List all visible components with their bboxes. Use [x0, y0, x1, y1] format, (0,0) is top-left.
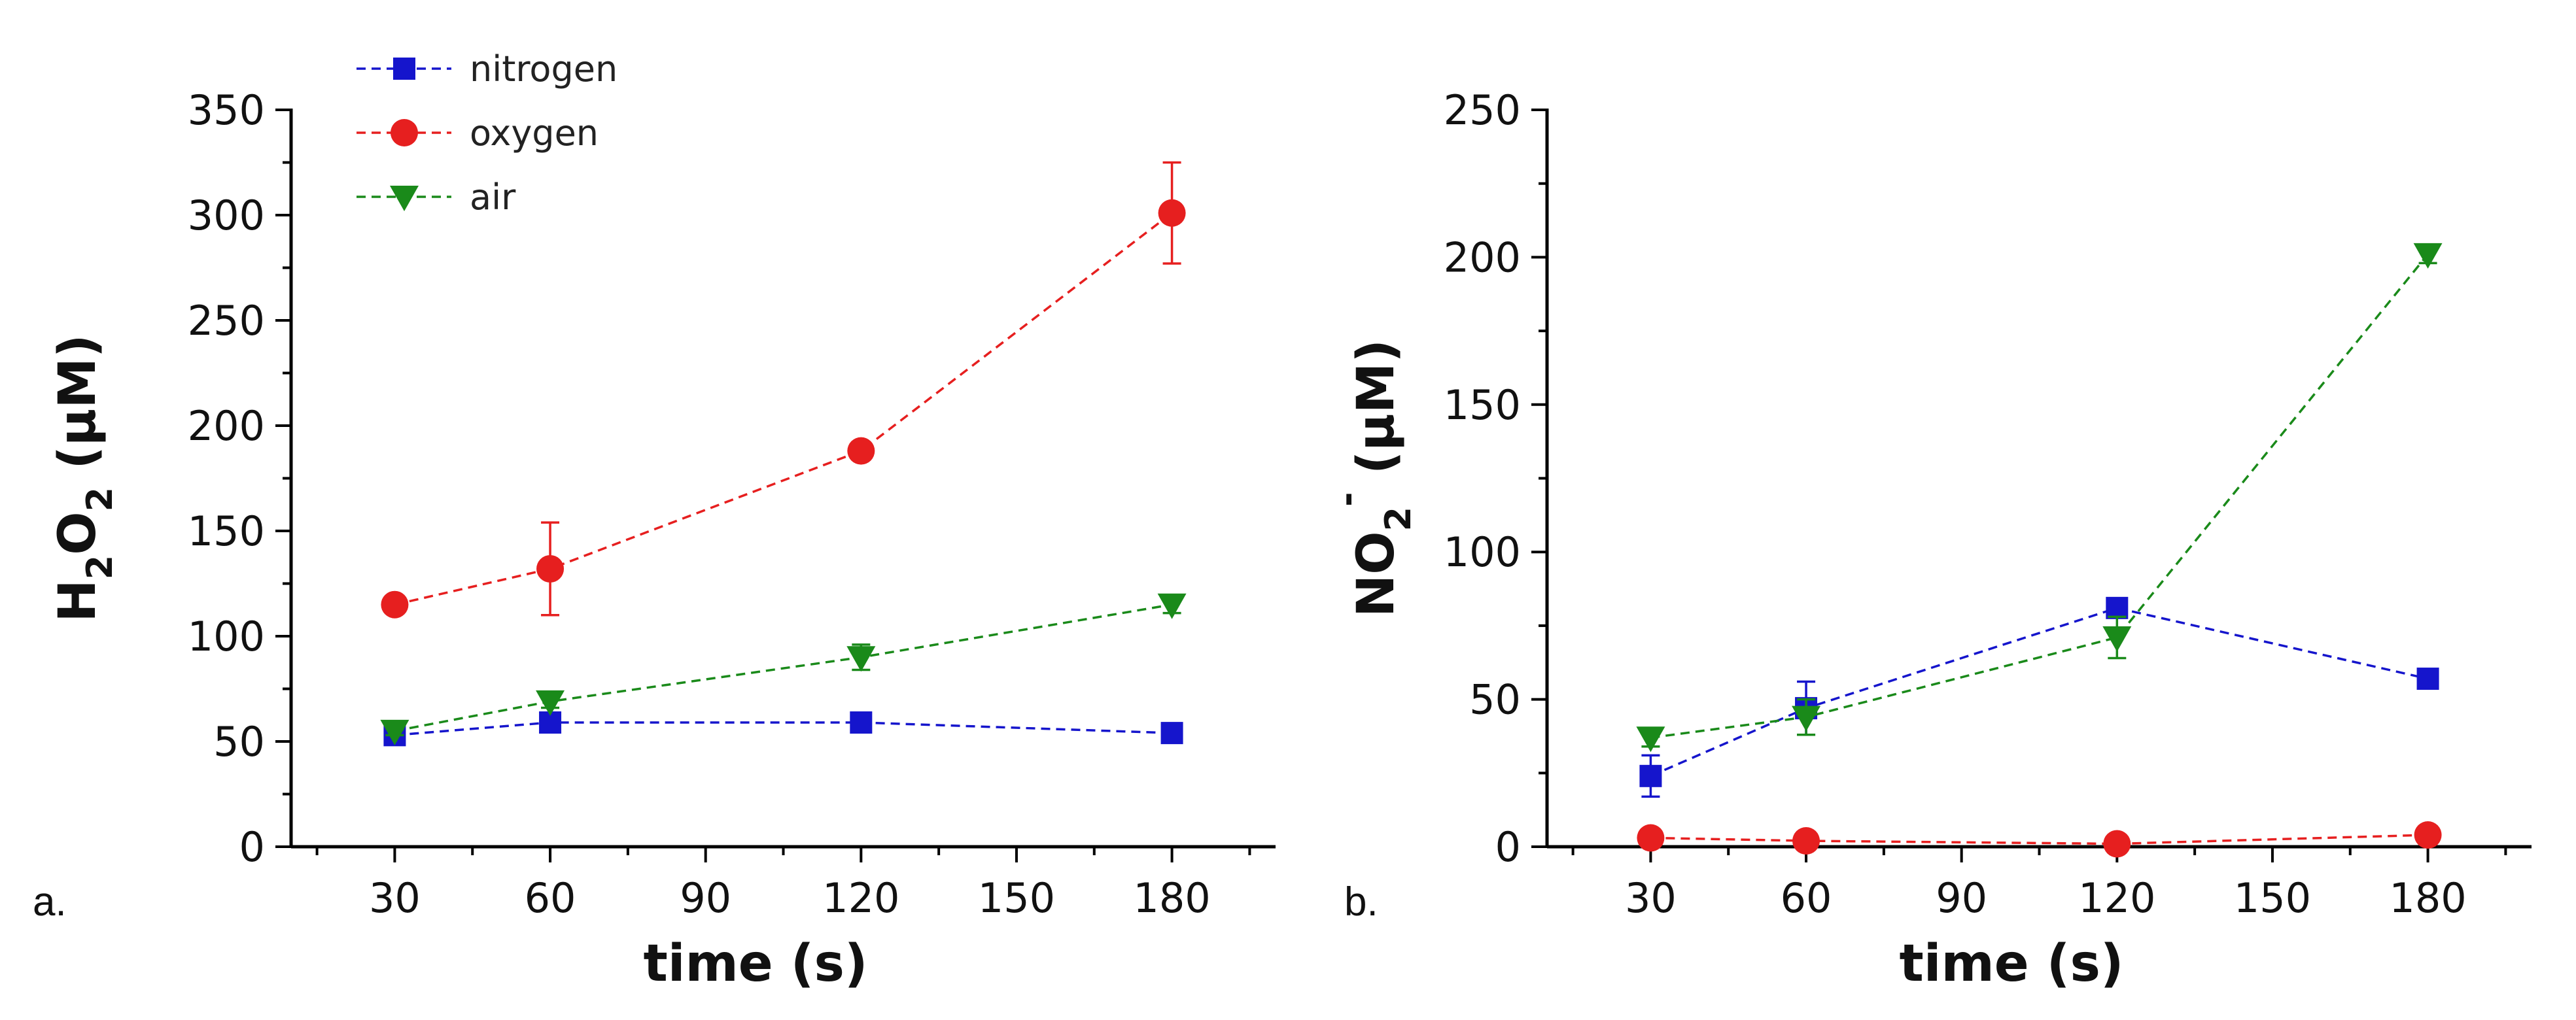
y-axis-title-subscript: 2: [1378, 507, 1419, 532]
data-point-oxygen: [381, 590, 409, 619]
data-point-oxygen: [536, 554, 565, 583]
legend-marker-nitrogen: [393, 58, 415, 80]
series-air: [1636, 243, 2443, 753]
legend: nitrogen oxygen air: [357, 48, 618, 218]
x-tick-label: 90: [680, 874, 731, 922]
y-axis-title-unit: (μM): [1347, 339, 1406, 492]
panel-label: a.: [33, 879, 67, 925]
x-tick-label: 120: [2078, 874, 2155, 922]
chart-panel-b: 0 50 100 150 200 250 30 60 90 120 150 180 time (s) NO…: [1327, 86, 2532, 993]
y-axis-title: H2O2 (μM): [48, 334, 120, 622]
data-point-air: [380, 719, 409, 745]
y-axis-title-main: NO: [1347, 531, 1406, 617]
x-tick-label: 120: [822, 874, 899, 922]
y-axis-title-main: H: [48, 579, 107, 622]
data-point-nitrogen: [850, 711, 873, 734]
y-tick-label: 250: [188, 297, 265, 345]
series-nitrogen: [1639, 596, 2439, 798]
data-point-oxygen: [2103, 830, 2131, 858]
legend-marker-air: [390, 186, 419, 211]
x-tick-label: 30: [1625, 874, 1677, 922]
x-tick-label: 60: [525, 874, 576, 922]
y-axis-title-superscript: -: [1327, 492, 1368, 506]
data-point-nitrogen: [2416, 668, 2439, 690]
y-tick-label: 200: [188, 402, 265, 450]
y-axis-title: NO2- (μM): [1327, 339, 1419, 617]
data-point-oxygen: [2414, 821, 2442, 849]
series-line-oxygen: [394, 212, 1173, 606]
y-tick-label: 150: [188, 507, 265, 555]
y-tick-label: 250: [1444, 86, 1521, 134]
data-point-air: [1157, 593, 1187, 619]
data-point-nitrogen: [2106, 596, 2129, 619]
y-axis-title-unit: (μM): [48, 334, 107, 486]
y-tick-label: 50: [213, 718, 265, 766]
series-line-nitrogen: [1650, 607, 2428, 777]
data-point-air: [846, 646, 876, 672]
y-axis-title-mid: O: [48, 511, 107, 554]
legend-label-air: air: [470, 177, 516, 218]
y-tick-label: 200: [1444, 233, 1521, 281]
series-line-oxygen: [1650, 834, 2428, 845]
data-point-air: [2102, 626, 2132, 652]
data-point-oxygen: [1637, 824, 1665, 852]
y-tick-label: 0: [1495, 823, 1521, 871]
series-oxygen: [381, 161, 1186, 619]
y-tick-label: 300: [188, 192, 265, 239]
data-point-air: [536, 690, 565, 716]
y-tick-label: 0: [239, 823, 265, 871]
data-point-oxygen: [1158, 199, 1186, 227]
x-tick-label: 180: [2389, 874, 2466, 922]
data-point-oxygen: [1792, 826, 1820, 855]
x-axis-title: time (s): [643, 934, 867, 993]
legend-marker-oxygen: [391, 119, 418, 146]
data-point-nitrogen: [1639, 764, 1662, 787]
series-nitrogen: [383, 711, 1183, 747]
y-tick-label: 150: [1444, 381, 1521, 429]
series-line-air: [394, 603, 1172, 732]
panel-label: b.: [1344, 879, 1378, 925]
x-tick-label: 30: [369, 874, 421, 922]
y-tick-label: 50: [1469, 676, 1521, 724]
x-axis-title: time (s): [1899, 934, 2123, 993]
series-air: [380, 593, 1187, 745]
data-point-air: [1636, 726, 1665, 753]
legend-label-nitrogen: nitrogen: [470, 48, 618, 90]
y-axis-title-subscript: 2: [79, 555, 120, 580]
y-tick-label: 100: [1444, 528, 1521, 576]
data-point-air: [2413, 243, 2443, 269]
series-line-nitrogen: [394, 721, 1172, 737]
y-axis-title-subscript: 2: [79, 487, 120, 512]
data-point-oxygen: [847, 437, 875, 465]
y-tick-label: 350: [188, 86, 265, 134]
x-tick-label: 60: [1781, 874, 1832, 922]
x-tick-label: 150: [978, 874, 1055, 922]
legend-label-oxygen: oxygen: [470, 112, 599, 154]
y-tick-label: 100: [188, 613, 265, 660]
data-point-air: [1792, 706, 1821, 732]
chart-panel-a: 0 50 100 150 200 250 300 350 30 60 90 120 150 180 time…: [33, 48, 1276, 993]
x-tick-label: 180: [1133, 874, 1210, 922]
series-oxygen: [1637, 821, 2442, 858]
x-tick-label: 90: [1936, 874, 1987, 922]
series-line-air: [1650, 253, 2429, 739]
x-tick-label: 150: [2234, 874, 2311, 922]
data-point-nitrogen: [1160, 722, 1183, 745]
